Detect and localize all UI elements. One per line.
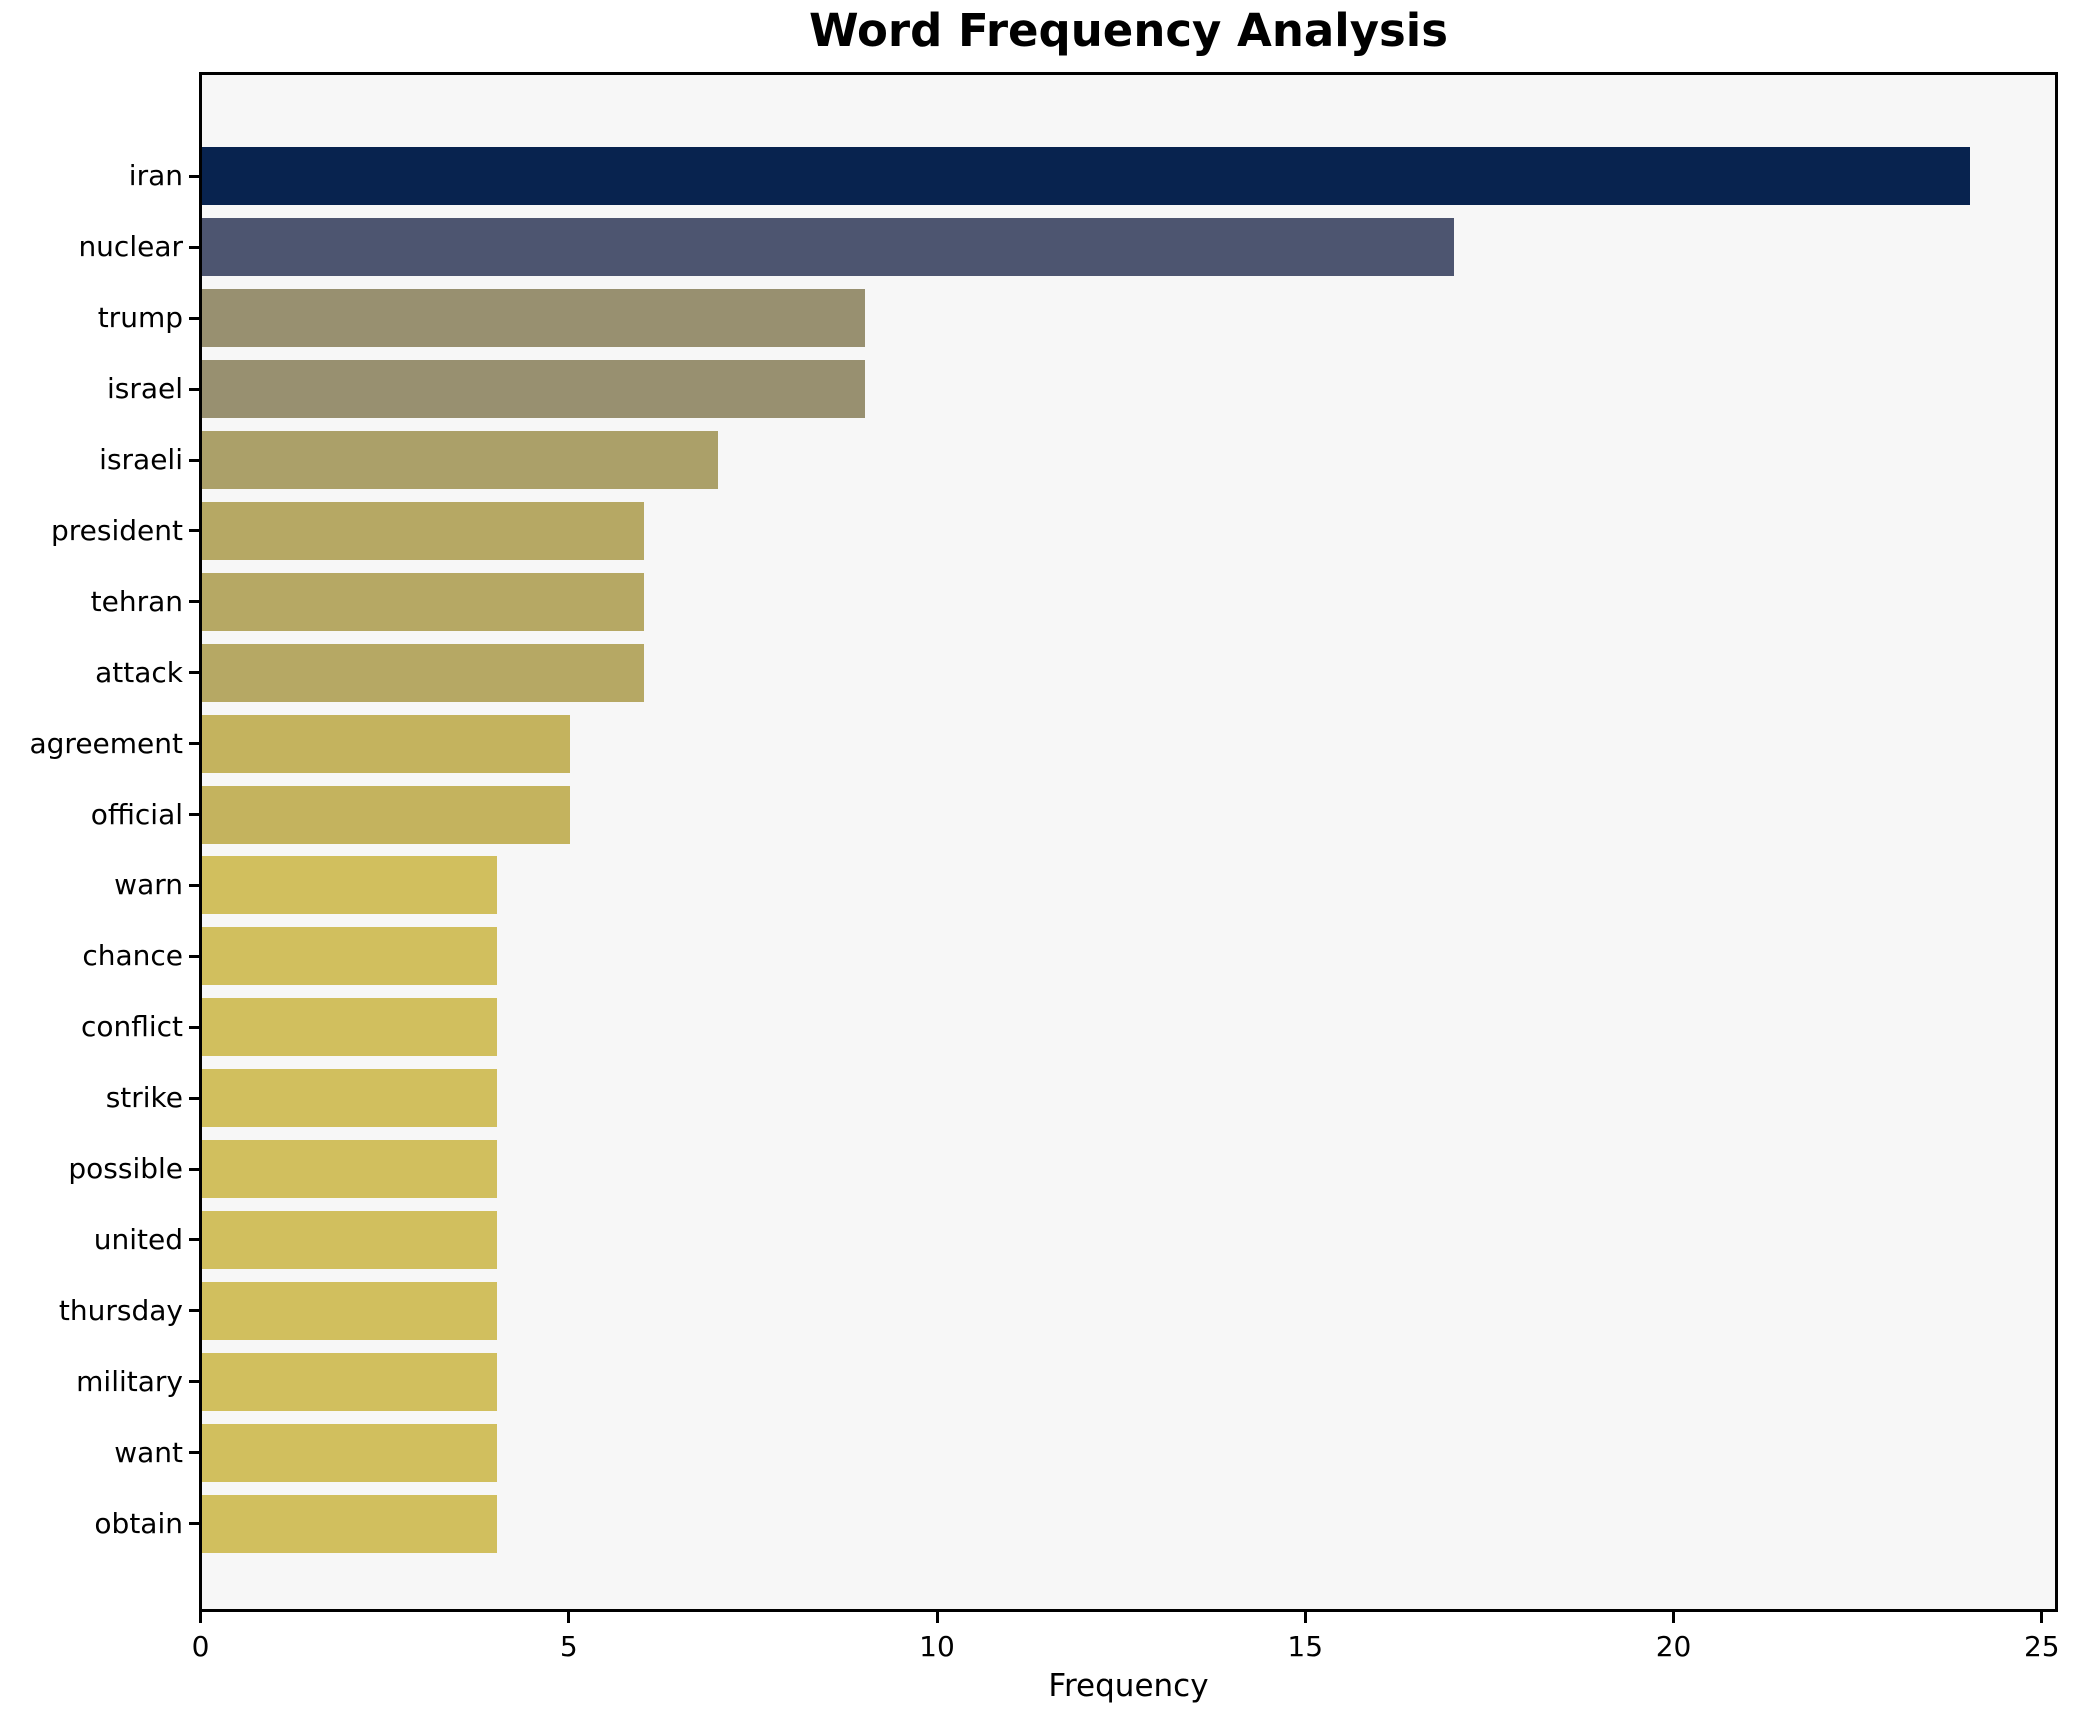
bar-united: [202, 1210, 497, 1269]
x-tick: [199, 1612, 202, 1623]
x-tick: [2040, 1612, 2044, 1623]
y-tick-label-israeli: israeli: [99, 443, 183, 477]
y-tick: [189, 600, 199, 604]
y-tick-label-warn: warn: [114, 868, 183, 902]
chart-title: Word Frequency Analysis: [808, 4, 1449, 57]
y-tick: [189, 316, 199, 320]
x-tick-label-10: 10: [919, 1630, 955, 1663]
x-tick: [935, 1612, 939, 1623]
y-tick: [189, 529, 199, 533]
y-tick-label-military: military: [76, 1364, 183, 1398]
y-tick-label-attack: attack: [95, 655, 183, 689]
bar-possible: [202, 1140, 497, 1199]
y-tick-label-possible: possible: [68, 1152, 183, 1186]
y-tick: [189, 883, 199, 887]
bar-chance: [202, 927, 497, 986]
y-tick: [189, 174, 199, 178]
y-tick: [189, 742, 199, 746]
y-tick-label-iran: iran: [128, 159, 183, 193]
bar-iran: [202, 147, 1970, 206]
bar-official: [202, 785, 570, 844]
y-tick: [189, 954, 199, 958]
y-tick: [189, 1096, 199, 1100]
y-tick-label-agreement: agreement: [29, 726, 183, 760]
y-tick-label-trump: trump: [97, 301, 183, 335]
y-tick-label-israel: israel: [106, 372, 183, 406]
x-tick: [1672, 1612, 1676, 1623]
bar-attack: [202, 643, 644, 702]
y-tick: [189, 245, 199, 249]
y-tick: [189, 1451, 199, 1455]
bar-want: [202, 1423, 497, 1482]
bar-strike: [202, 1069, 497, 1128]
bar-military: [202, 1352, 497, 1411]
y-tick: [189, 387, 199, 391]
bar-tehran: [202, 572, 644, 631]
y-tick: [189, 813, 199, 817]
x-tick-label-25: 25: [2023, 1630, 2060, 1663]
bar-trump: [202, 289, 865, 348]
y-tick-label-want: want: [114, 1435, 183, 1469]
x-tick-label-0: 0: [191, 1630, 210, 1663]
x-tick-label-20: 20: [1655, 1630, 1692, 1663]
bar-president: [202, 501, 644, 560]
y-tick-label-nuclear: nuclear: [78, 230, 183, 264]
y-tick-label-official: official: [90, 797, 183, 831]
y-tick: [189, 1522, 199, 1526]
bar-israel: [202, 360, 865, 419]
bar-conflict: [202, 998, 497, 1057]
y-tick: [189, 1167, 199, 1171]
y-tick: [189, 1380, 199, 1384]
y-tick-label-obtain: obtain: [94, 1506, 183, 1540]
y-tick-label-conflict: conflict: [80, 1010, 183, 1044]
x-tick-label-5: 5: [559, 1630, 578, 1663]
y-tick-label-united: united: [93, 1222, 183, 1256]
bar-obtain: [202, 1494, 497, 1553]
y-tick: [189, 671, 199, 675]
x-tick-label-15: 15: [1287, 1630, 1324, 1663]
x-axis-label: Frequency: [1048, 1668, 1209, 1704]
y-tick: [189, 1309, 199, 1313]
y-tick-label-president: president: [51, 513, 183, 547]
bar-warn: [202, 856, 497, 915]
bar-agreement: [202, 714, 570, 773]
y-tick-label-chance: chance: [82, 939, 183, 973]
y-tick: [189, 1025, 199, 1029]
y-tick-label-thursday: thursday: [58, 1293, 183, 1327]
x-tick: [567, 1612, 571, 1623]
y-tick-label-tehran: tehran: [90, 584, 183, 618]
x-tick: [1303, 1612, 1307, 1623]
y-tick: [189, 1238, 199, 1242]
bar-nuclear: [202, 218, 1454, 277]
bar-thursday: [202, 1281, 497, 1340]
bar-israeli: [202, 431, 718, 490]
y-tick: [189, 458, 199, 462]
y-tick-label-strike: strike: [105, 1081, 183, 1115]
